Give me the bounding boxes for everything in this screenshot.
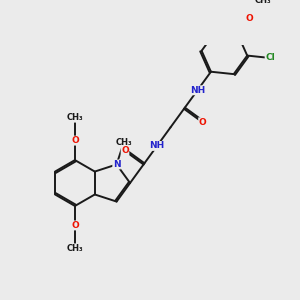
Text: O: O [199, 118, 206, 127]
Text: O: O [71, 136, 79, 145]
Text: CH₃: CH₃ [67, 113, 83, 122]
Text: NH: NH [149, 141, 165, 150]
Text: O: O [121, 146, 129, 155]
Text: N: N [113, 160, 120, 169]
Text: O: O [71, 221, 79, 230]
Text: CH₃: CH₃ [254, 0, 271, 5]
Text: CH₃: CH₃ [67, 244, 83, 253]
Text: CH₃: CH₃ [116, 138, 132, 147]
Text: NH: NH [190, 86, 205, 95]
Text: O: O [245, 14, 253, 23]
Text: Cl: Cl [265, 53, 275, 62]
